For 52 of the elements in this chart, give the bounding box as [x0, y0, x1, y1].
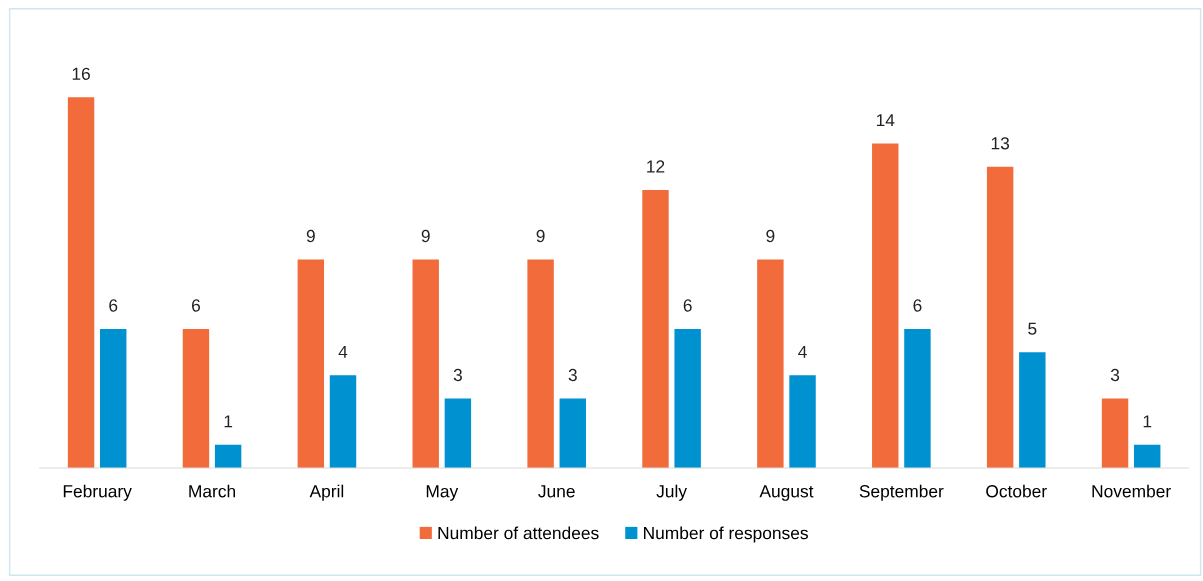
bar: [1019, 352, 1046, 468]
data-label: 4: [798, 345, 807, 358]
data-label: 6: [913, 299, 922, 312]
x-tick-label: October: [986, 484, 1047, 498]
bar: [1133, 444, 1161, 468]
bar: [757, 259, 784, 468]
bar: [182, 328, 210, 468]
legend-label: Number of responses: [644, 526, 808, 543]
data-label: 5: [1028, 322, 1037, 335]
bar: [986, 166, 1014, 468]
bar: [412, 259, 439, 468]
legend-label: Number of attendees: [438, 526, 599, 540]
data-label: 13: [991, 137, 1010, 150]
bar: [904, 328, 931, 468]
x-tick-label: August: [759, 485, 814, 501]
x-tick-label: July: [656, 484, 687, 501]
bar: [789, 375, 816, 468]
data-label: 12: [647, 160, 665, 173]
bar: [1101, 398, 1129, 468]
data-label: 9: [306, 229, 315, 243]
data-label: 16: [72, 67, 90, 80]
x-tick-label: May: [426, 485, 459, 501]
data-label: 14: [876, 114, 895, 127]
data-label: 3: [453, 368, 462, 382]
data-label: 1: [224, 415, 233, 428]
bar: [100, 328, 127, 468]
x-tick-label: April: [309, 484, 344, 501]
data-label: 6: [192, 299, 201, 312]
x-tick-label: June: [538, 485, 575, 498]
bar: [674, 328, 701, 468]
x-tick-label: March: [189, 484, 236, 498]
bar: [872, 143, 899, 468]
data-label: 4: [338, 345, 348, 358]
bar: [329, 375, 357, 468]
bar: [642, 189, 669, 468]
data-label: 9: [421, 229, 430, 243]
data-label: 6: [109, 299, 118, 312]
data-label: 3: [1110, 368, 1120, 382]
bar: [527, 259, 554, 468]
data-label: 3: [568, 368, 577, 382]
x-tick-label: November: [1092, 484, 1171, 498]
data-label: 6: [683, 299, 692, 312]
bar: [444, 398, 472, 468]
data-label: 9: [766, 229, 775, 243]
x-tick-label: September: [859, 484, 944, 501]
data-label: 1: [1143, 415, 1152, 428]
bar: [559, 398, 586, 468]
bar: [214, 444, 242, 468]
bar: [67, 97, 95, 468]
bar: [297, 259, 325, 468]
x-tick-label: February: [63, 484, 132, 501]
data-label: 9: [536, 229, 545, 243]
